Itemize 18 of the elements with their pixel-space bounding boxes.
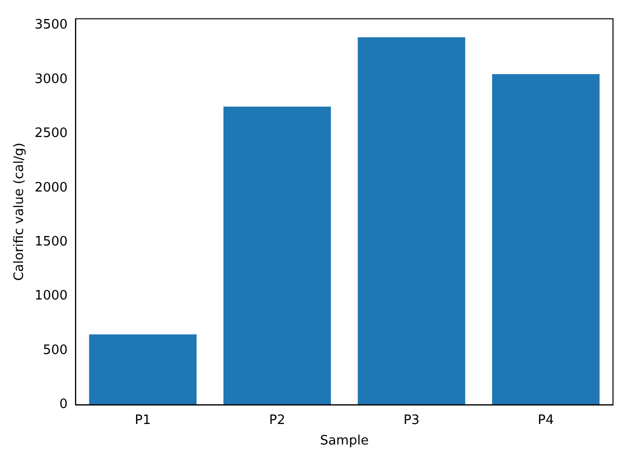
x-tick-label: P2 <box>269 412 286 428</box>
y-tick-label: 500 <box>42 342 68 358</box>
y-axis-title: Calorific value (cal/g) <box>12 142 28 281</box>
bar <box>223 106 331 405</box>
y-tick-label: 3000 <box>34 72 68 87</box>
bar <box>89 334 197 405</box>
y-tick-label: 1000 <box>34 288 68 304</box>
y-tick-label: 0 <box>59 397 68 412</box>
x-axis-title: Sample <box>320 434 369 449</box>
y-tick-label: 3500 <box>34 18 68 33</box>
x-tick-label: P3 <box>403 412 420 428</box>
bar <box>492 74 600 405</box>
y-tick-label: 1500 <box>34 234 68 250</box>
x-tick-label: P1 <box>134 412 151 428</box>
bar <box>358 37 466 405</box>
y-tick-label: 2000 <box>34 180 68 196</box>
y-tick-label: 2500 <box>34 126 68 142</box>
x-tick-label: P4 <box>538 412 554 428</box>
